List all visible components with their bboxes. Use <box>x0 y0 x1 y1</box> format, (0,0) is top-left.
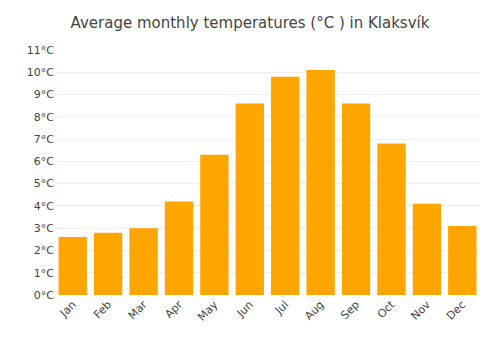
svg-text:0°C: 0°C <box>34 289 54 302</box>
svg-text:Average monthly temperatures (: Average monthly temperatures (°C ) in Kl… <box>71 14 430 32</box>
svg-text:Nov: Nov <box>409 298 434 323</box>
svg-text:Jan: Jan <box>57 298 79 320</box>
svg-text:11°C: 11°C <box>27 44 54 57</box>
svg-text:6°C: 6°C <box>34 155 54 168</box>
svg-text:9°C: 9°C <box>34 88 54 101</box>
svg-text:Sep: Sep <box>338 298 362 322</box>
svg-text:May: May <box>195 298 221 324</box>
svg-text:7°C: 7°C <box>34 133 54 146</box>
svg-text:1°C: 1°C <box>34 267 54 280</box>
svg-text:Aug: Aug <box>302 298 326 322</box>
svg-text:Feb: Feb <box>91 298 114 321</box>
svg-text:Jul: Jul <box>272 298 291 317</box>
svg-text:Dec: Dec <box>444 298 468 322</box>
svg-text:2°C: 2°C <box>34 244 54 257</box>
svg-text:3°C: 3°C <box>34 222 54 235</box>
svg-text:Jun: Jun <box>234 298 256 320</box>
svg-text:Oct: Oct <box>375 298 398 321</box>
svg-text:10°C: 10°C <box>27 66 54 79</box>
svg-text:8°C: 8°C <box>34 111 54 124</box>
svg-text:4°C: 4°C <box>34 200 54 213</box>
svg-text:Apr: Apr <box>162 298 185 321</box>
svg-text:5°C: 5°C <box>34 177 54 190</box>
svg-text:Mar: Mar <box>126 298 150 322</box>
